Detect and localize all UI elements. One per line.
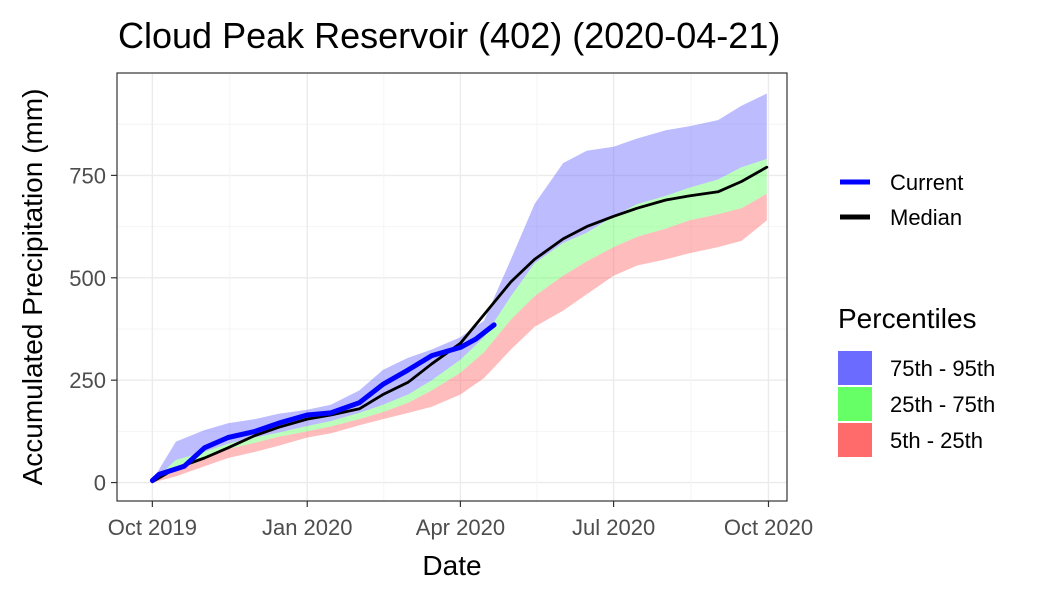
chart-title: Cloud Peak Reservoir (402) (2020-04-21) — [118, 15, 780, 56]
series-line-median — [150, 165, 769, 484]
y-tick-label: 750 — [69, 163, 106, 188]
legend-percentiles-title: Percentiles — [838, 303, 977, 334]
x-tick-label: Oct 2020 — [724, 515, 813, 540]
band-75th-95th — [152, 93, 767, 482]
percentile-bands — [152, 93, 767, 483]
x-axis-label: Date — [422, 550, 481, 581]
band-25th-75th — [152, 159, 767, 483]
y-tick-label: 0 — [94, 471, 106, 496]
plot-panel-border — [116, 72, 788, 502]
legend-label-percentile: 25th - 75th — [890, 392, 995, 417]
x-axis: Oct 2019 Jan 2020 Apr 2020 Jul 2020 Oct 2020 — [108, 501, 813, 540]
legend-label-percentile: 5th - 25th — [890, 428, 983, 453]
grid — [117, 73, 787, 501]
y-tick-label: 500 — [69, 266, 106, 291]
x-tick-label: Apr 2020 — [416, 515, 505, 540]
legend-label-percentile: 75th - 95th — [890, 356, 995, 381]
y-tick-label: 250 — [69, 368, 106, 393]
y-axis: 0 250 500 750 — [69, 163, 117, 496]
series-line-current — [149, 322, 497, 483]
y-axis-label: Accumulated Precipitation (mm) — [17, 89, 48, 486]
legend: Current Median Percentiles 75th - 95th 25th … — [838, 170, 995, 457]
legend-swatch — [838, 387, 872, 421]
legend-swatch — [838, 351, 872, 385]
x-tick-label: Jul 2020 — [572, 515, 655, 540]
x-tick-label: Oct 2019 — [108, 515, 197, 540]
band-5th-25th — [152, 193, 767, 483]
series-lines — [149, 165, 769, 484]
legend-label-median: Median — [890, 205, 962, 230]
x-tick-label: Jan 2020 — [262, 515, 353, 540]
legend-swatch — [838, 423, 872, 457]
legend-label-current: Current — [890, 170, 963, 195]
